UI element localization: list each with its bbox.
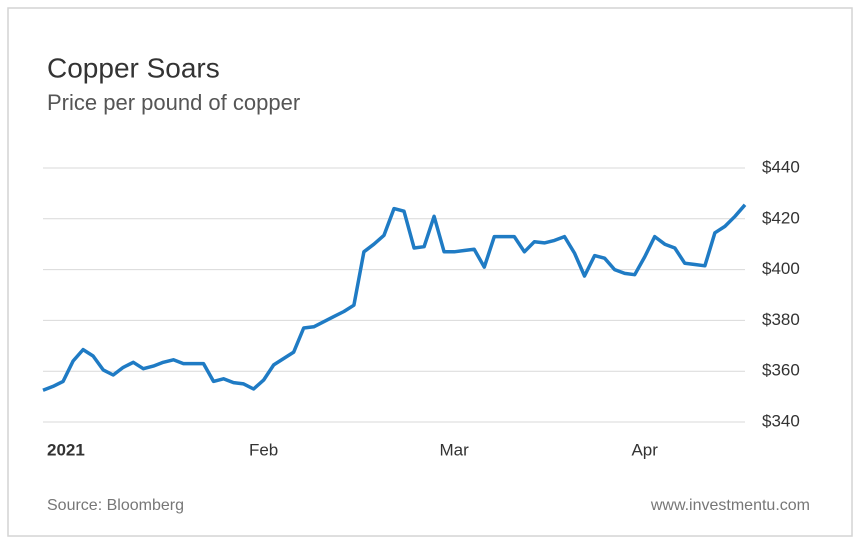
chart-subtitle: Price per pound of copper — [47, 90, 300, 115]
y-tick-label: $420 — [762, 208, 800, 227]
price-line — [42, 203, 747, 392]
website: www.investmentu.com — [650, 497, 810, 514]
x-tick-label: 2021 — [47, 440, 85, 459]
x-tick-label: Apr — [631, 440, 658, 459]
y-tick-label: $360 — [762, 361, 800, 380]
y-tick-label: $400 — [762, 259, 800, 278]
y-tick-label: $340 — [762, 411, 800, 430]
y-tick-label: $440 — [762, 157, 800, 176]
chart-title: Copper Soars — [47, 52, 220, 83]
x-tick-label: Mar — [440, 440, 470, 459]
x-tick-label: Feb — [249, 440, 278, 459]
source: Source: Bloomberg — [47, 497, 184, 514]
card — [7, 7, 853, 537]
y-tick-label: $380 — [762, 310, 800, 329]
